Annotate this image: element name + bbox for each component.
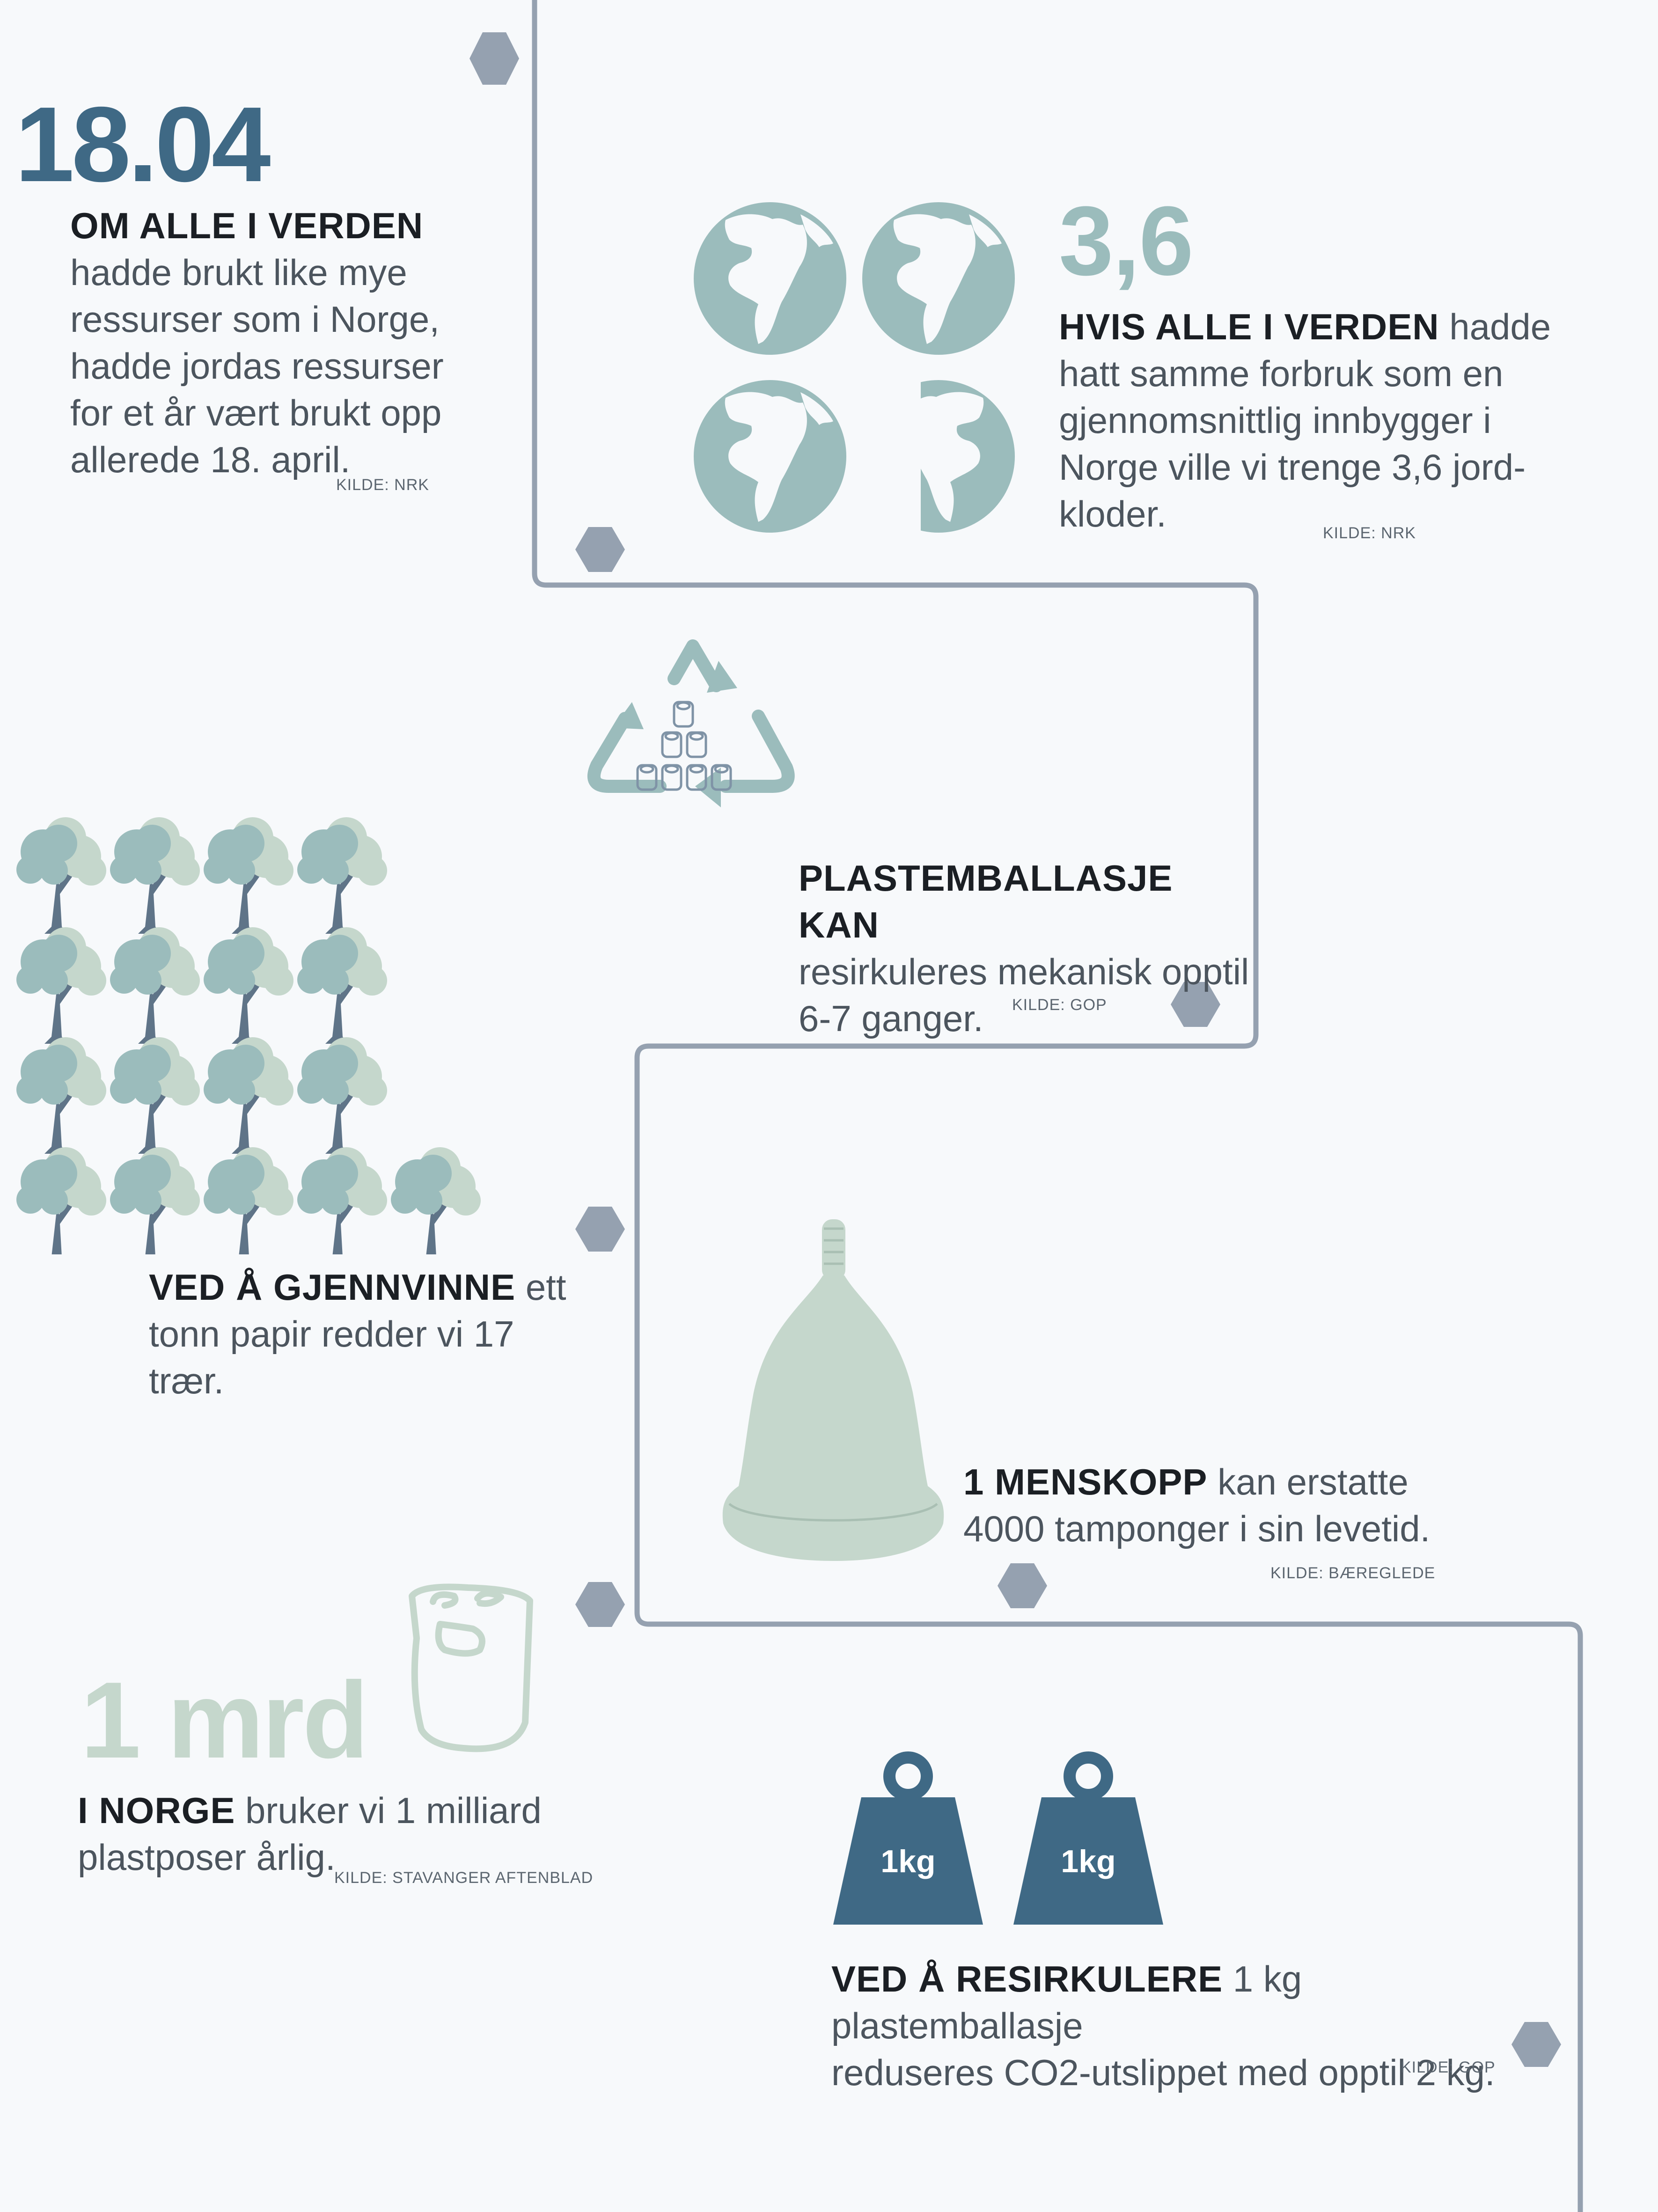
weight-icon: 1kg [1013,1758,1163,1925]
fact-line: tonn papir redder vi 17 [149,1313,514,1355]
source-label: KILDE: GOP [1012,996,1107,1014]
earths-figure: 3,6 [1059,186,1194,296]
timeline-marker [575,527,625,572]
partial-globe-icon [921,380,1015,533]
source-label: KILDE: GOP [1401,2058,1496,2076]
fact-line: hadde jordas ressurser [70,345,444,387]
source-label: KILDE: STAVANGER AFTENBLAD [334,1869,594,1887]
source-label: KILDE: NRK [1323,524,1416,542]
fact-line: bruker vi 1 milliard [235,1790,542,1831]
fact-paper-recycling: VED Å GJENNVINNE ett tonn papir redder v… [149,1264,570,1404]
fact-line: gjennomsnittlig innbygger i [1059,400,1491,441]
tree-icon [391,1147,481,1254]
fact-heading: OM ALLE I VERDEN [70,205,424,246]
tree-icon [204,1037,293,1154]
fact-plastic-recycling: PLASTEMBALLASJE KAN resirkuleres mekanis… [799,855,1257,1042]
tree-icon [16,1037,106,1154]
fact-line: allerede 18. april. [70,439,351,480]
paper-rolls [636,701,732,791]
fact-line: 1 kg plastemballasje [831,1958,1302,2046]
timeline-marker [1511,2022,1561,2067]
tree-icon [204,817,293,934]
date-figure: 18.04 [15,85,271,204]
globe-icon [694,380,846,533]
timeline-marker [575,1582,625,1627]
fact-line: hatt samme forbruk som en [1059,353,1504,394]
timeline-marker [998,1563,1047,1608]
tree-icon [110,927,200,1044]
fact-line: ett [515,1267,566,1308]
weight-icons: 1kg 1kg [829,1751,1166,1928]
tree-icon [297,927,387,1044]
fact-line: ressurser som i Norge, [70,299,440,340]
fact-line: plastposer årlig. [78,1837,336,1878]
fact-line: trær. [149,1360,224,1401]
globe-icon [862,202,1015,355]
fact-co2-reduction: VED Å RESIRKULERE 1 kg plastemballasje r… [831,1956,1533,2096]
tree-icon [16,927,106,1044]
timeline-markers [470,32,1561,2067]
bags-figure: 1 mrd [81,1660,369,1781]
source-label: KILDE: BÆREGLEDE [1270,1564,1436,1582]
fact-line: kloder. [1059,493,1166,535]
tree-icon [297,1147,387,1254]
tree-icon [204,1147,293,1254]
fact-earths-needed: HVIS ALLE I VERDEN hadde hatt samme forb… [1059,303,1574,537]
fact-line: for et år vært brukt opp [70,392,442,433]
tree-icon [110,1147,200,1254]
globe-icon [694,202,846,355]
tree-icon [110,1037,200,1154]
tree-icon [16,817,106,934]
fact-line: 4000 tamponger i sin levetid. [963,1508,1431,1549]
tree-icon [297,817,387,934]
fact-line: resirkuleres mekanisk opptil [799,951,1249,992]
fact-line: hadde [1439,306,1551,347]
fact-line: reduseres CO2-utslippet med opptil 2 kg. [831,2052,1495,2093]
fact-line: kan erstatte [1207,1461,1409,1502]
weight-label: 1kg [880,1844,935,1879]
timeline-marker [1171,982,1220,1027]
fact-heading: 1 MENSKOPP [963,1461,1208,1502]
fact-line: 6-7 ganger. [799,998,983,1039]
fact-heading: PLASTEMBALLASJE KAN [799,857,1173,945]
timeline-marker [575,1207,625,1252]
weight-label: 1kg [1061,1844,1115,1879]
tree-icon [297,1037,387,1154]
tree-icon [16,1147,106,1254]
fact-heading: VED Å RESIRKULERE [831,1958,1223,2000]
fact-heading: VED Å GJENNVINNE [149,1267,516,1308]
tree-icon [204,927,293,1044]
fact-heading: HVIS ALLE I VERDEN [1059,306,1439,347]
weight-icon: 1kg [833,1758,983,1925]
menstrual-cup-icon [722,1219,944,1561]
fact-earth-overshoot: OM ALLE I VERDEN hadde brukt like mye re… [70,202,473,483]
recycle-icon [587,639,795,807]
fact-line: hadde brukt like mye [70,252,407,293]
tree-grid [16,817,481,1254]
tree-icon [110,817,200,934]
plastic-bag-icon [409,1583,533,1752]
fact-heading: I NORGE [78,1790,235,1831]
timeline-marker [470,32,519,85]
fact-menstrual-cup: 1 MENSKOPP kan erstatte 4000 tamponger i… [963,1458,1572,1552]
fact-plastic-bags: I NORGE bruker vi 1 milliard plastposer … [78,1787,593,1881]
source-label: KILDE: NRK [336,476,429,494]
fact-line: Norge ville vi trenge 3,6 jord- [1059,447,1526,488]
globe-icons [694,202,1015,533]
